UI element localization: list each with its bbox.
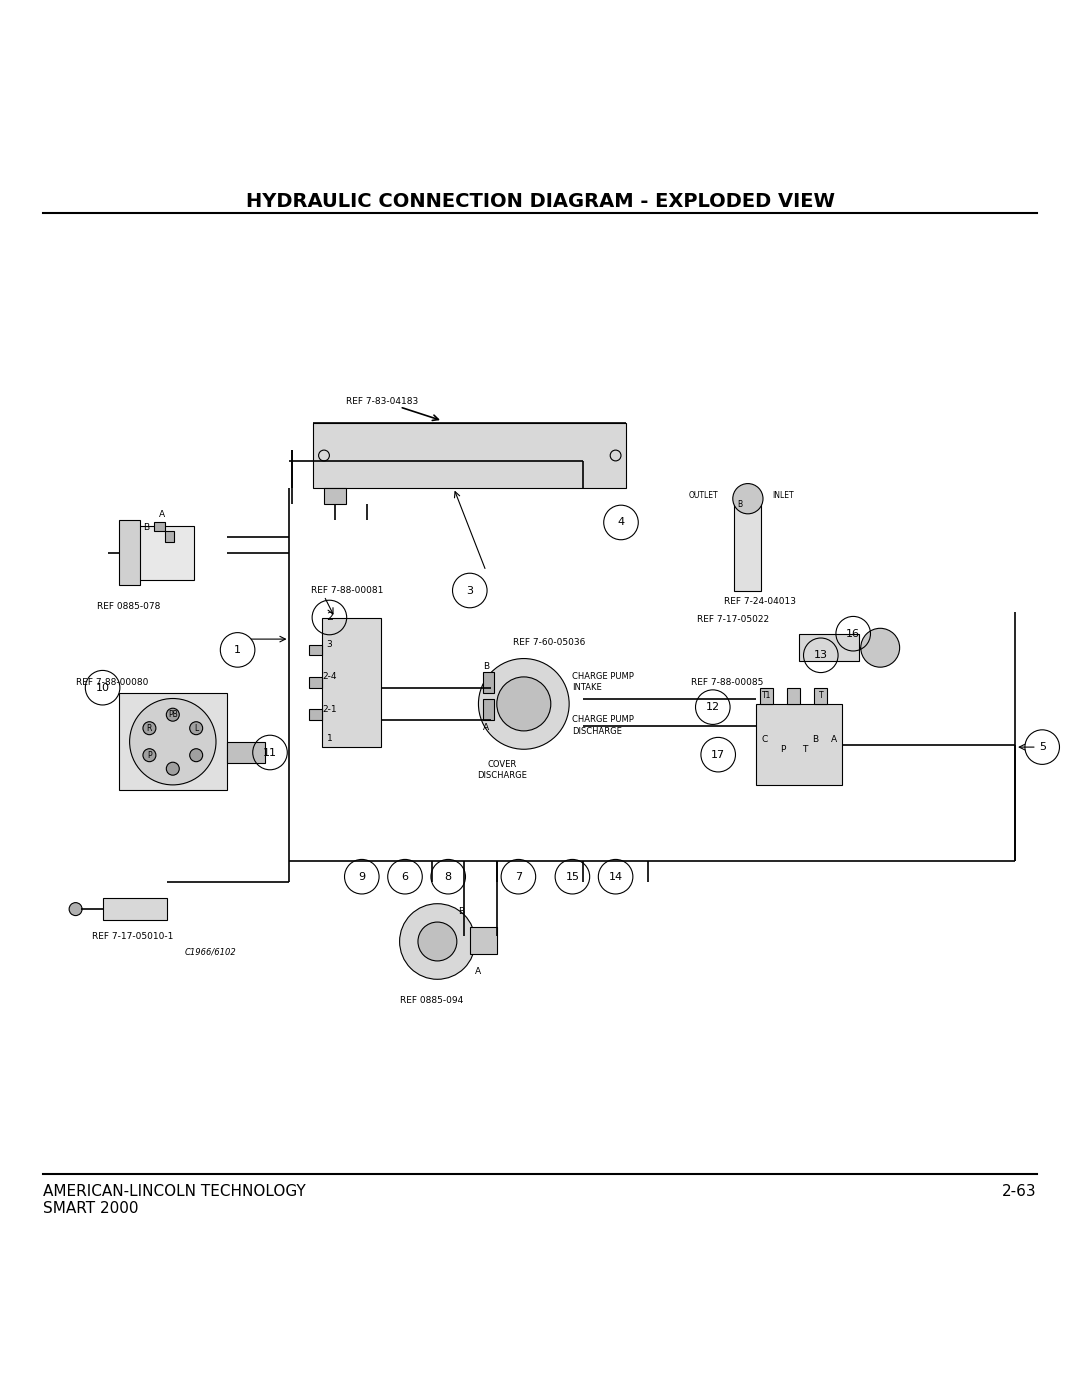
- Text: 6: 6: [402, 872, 408, 882]
- Text: 15: 15: [566, 872, 579, 882]
- Text: R: R: [147, 724, 152, 732]
- Bar: [787, 687, 800, 704]
- Text: A: A: [831, 735, 837, 743]
- Text: C: C: [761, 735, 768, 743]
- Text: 13: 13: [814, 650, 827, 661]
- Bar: [313, 423, 626, 488]
- Text: 8: 8: [445, 872, 451, 882]
- Text: 3: 3: [326, 640, 333, 650]
- Circle shape: [166, 763, 179, 775]
- Bar: [814, 687, 827, 704]
- Circle shape: [190, 749, 203, 761]
- Text: COVER
DISCHARGE: COVER DISCHARGE: [477, 760, 527, 780]
- Text: 3: 3: [467, 585, 473, 595]
- Bar: [470, 928, 497, 954]
- Text: 16: 16: [847, 629, 860, 638]
- Circle shape: [861, 629, 900, 668]
- Text: 10: 10: [96, 683, 109, 693]
- Text: P: P: [147, 750, 151, 760]
- Text: 7: 7: [515, 872, 522, 882]
- Text: T1: T1: [762, 690, 771, 700]
- Circle shape: [400, 904, 475, 979]
- Text: AMERICAN-LINCOLN TECHNOLOGY: AMERICAN-LINCOLN TECHNOLOGY: [43, 1185, 306, 1200]
- Bar: [483, 698, 494, 719]
- Text: REF 0885-094: REF 0885-094: [400, 996, 463, 1006]
- Bar: [227, 742, 265, 763]
- Bar: [322, 617, 381, 747]
- Text: B: B: [812, 735, 819, 743]
- Text: 1: 1: [326, 733, 333, 743]
- Circle shape: [732, 483, 762, 514]
- Text: REF 7-88-00080: REF 7-88-00080: [76, 678, 148, 687]
- Text: C1966/6102: C1966/6102: [185, 947, 237, 957]
- Bar: [165, 531, 174, 542]
- Text: REF 7-88-00081: REF 7-88-00081: [311, 585, 383, 595]
- Bar: [483, 672, 494, 693]
- Bar: [324, 488, 346, 504]
- Circle shape: [166, 708, 179, 721]
- Text: 5: 5: [1039, 742, 1045, 752]
- Text: B: B: [143, 524, 149, 532]
- Text: CHARGE PUMP
DISCHARGE: CHARGE PUMP DISCHARGE: [572, 715, 634, 736]
- Text: P: P: [781, 746, 785, 754]
- Bar: [124, 525, 194, 580]
- Bar: [734, 504, 761, 591]
- Text: 2: 2: [326, 612, 333, 623]
- Text: SMART 2000: SMART 2000: [43, 1200, 138, 1215]
- Text: 2-1: 2-1: [322, 705, 337, 714]
- Text: A: A: [483, 724, 489, 732]
- Text: B: B: [483, 662, 489, 671]
- Bar: [154, 522, 165, 531]
- Text: HYDRAULIC CONNECTION DIAGRAM - EXPLODED VIEW: HYDRAULIC CONNECTION DIAGRAM - EXPLODED …: [245, 193, 835, 211]
- Text: B: B: [458, 907, 464, 916]
- Text: 2-63: 2-63: [1002, 1185, 1037, 1200]
- Bar: [799, 634, 859, 661]
- Circle shape: [143, 749, 156, 761]
- Text: REF 7-24-04013: REF 7-24-04013: [724, 597, 796, 606]
- Text: L: L: [194, 724, 199, 732]
- Circle shape: [143, 722, 156, 735]
- Bar: [309, 710, 322, 719]
- Text: REF 7-17-05022: REF 7-17-05022: [697, 615, 769, 624]
- Text: A: A: [159, 510, 165, 520]
- Bar: [309, 644, 322, 655]
- Text: 9: 9: [359, 872, 365, 882]
- Text: B: B: [738, 500, 742, 509]
- Text: 4: 4: [618, 517, 624, 528]
- Text: 2-4: 2-4: [322, 672, 337, 682]
- Bar: [103, 898, 167, 919]
- Text: A: A: [475, 967, 482, 977]
- Text: REF 7-88-00085: REF 7-88-00085: [691, 678, 764, 687]
- Circle shape: [418, 922, 457, 961]
- Text: T: T: [819, 690, 823, 700]
- Circle shape: [478, 658, 569, 749]
- Text: REF 7-17-05010-1: REF 7-17-05010-1: [92, 932, 173, 940]
- Circle shape: [69, 902, 82, 915]
- Text: 11: 11: [264, 747, 276, 757]
- Bar: [309, 678, 322, 687]
- Bar: [756, 704, 842, 785]
- Circle shape: [190, 722, 203, 735]
- Text: T: T: [802, 746, 807, 754]
- Bar: [119, 520, 140, 585]
- Text: REF 0885-078: REF 0885-078: [97, 602, 161, 612]
- Text: 14: 14: [608, 872, 623, 882]
- Bar: [760, 687, 773, 704]
- Circle shape: [130, 698, 216, 785]
- Circle shape: [497, 678, 551, 731]
- Text: PB: PB: [167, 710, 178, 719]
- Text: 17: 17: [711, 750, 726, 760]
- Text: REF 7-83-04183: REF 7-83-04183: [346, 397, 418, 407]
- Text: CHARGE PUMP
INTAKE: CHARGE PUMP INTAKE: [572, 672, 634, 693]
- Text: OUTLET: OUTLET: [689, 490, 718, 500]
- Text: 1: 1: [234, 645, 241, 655]
- Bar: [119, 693, 227, 791]
- Text: INLET: INLET: [772, 490, 794, 500]
- Text: 12: 12: [705, 703, 720, 712]
- Text: REF 7-60-05036: REF 7-60-05036: [513, 638, 585, 647]
